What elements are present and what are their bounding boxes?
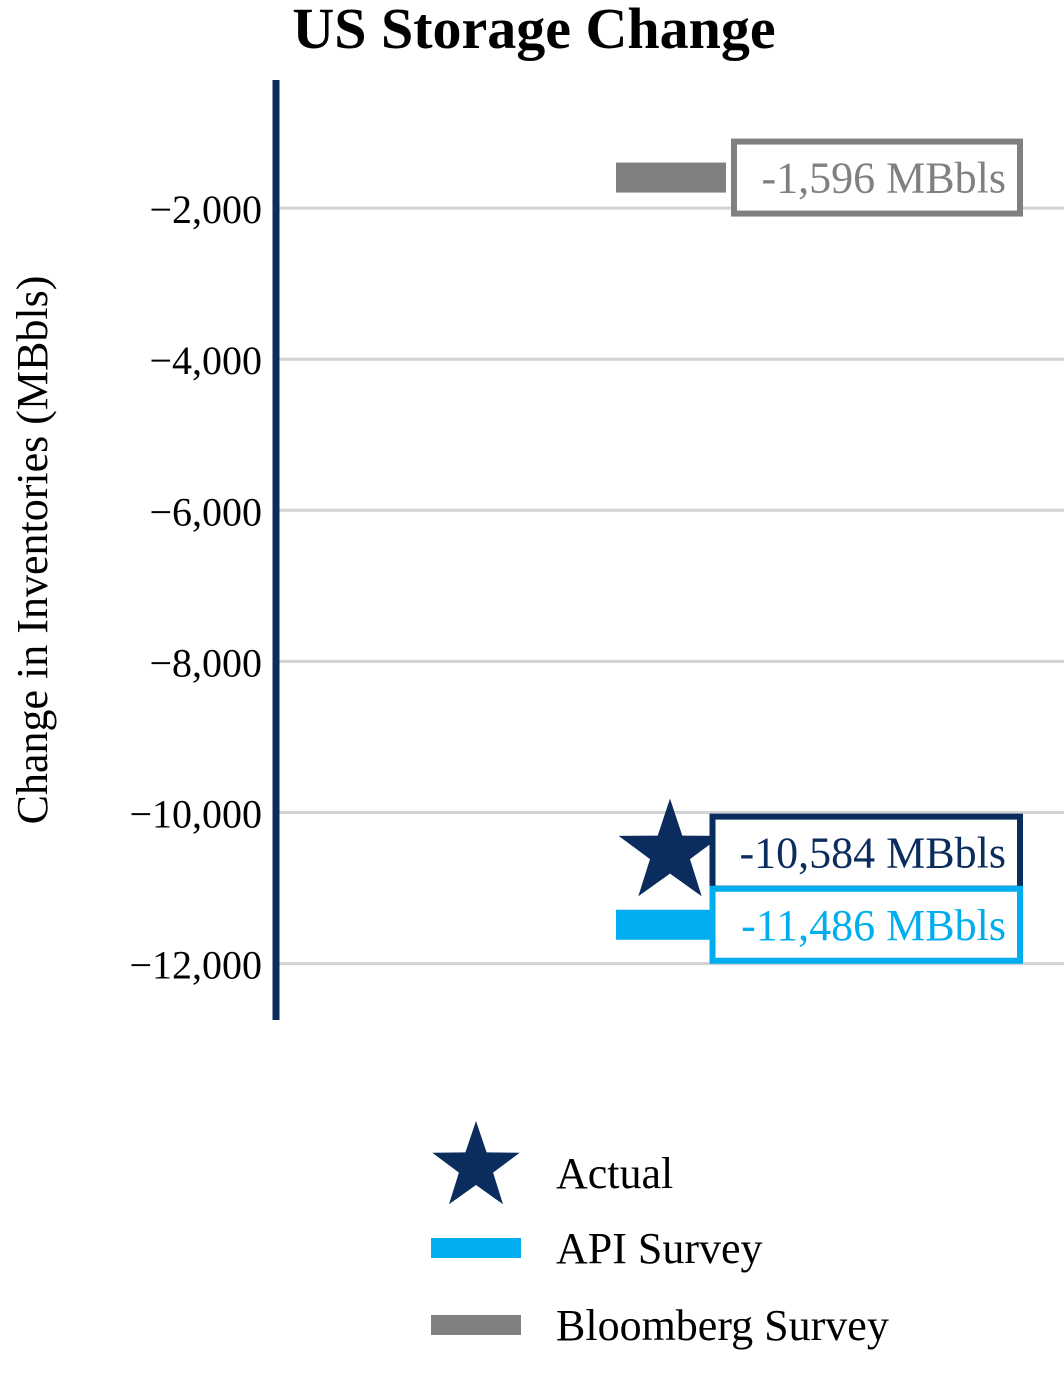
legend-label: Bloomberg Survey [556, 1301, 889, 1350]
y-tick-label: −12,000 [129, 943, 262, 988]
chart-title: US Storage Change [292, 0, 775, 61]
data-label-box [731, 138, 1023, 217]
bar-bloomberg-survey [616, 162, 726, 193]
data-label-text: -10,584 MBbls [740, 829, 1006, 878]
data-label-api-survey: -11,486 MBbls [709, 885, 1023, 964]
data-marks [616, 162, 726, 940]
legend-bar-icon [431, 1238, 521, 1258]
data-label-actual: -10,584 MBbls [709, 813, 1023, 892]
y-tick-label: −2,000 [149, 187, 262, 232]
y-tick-label: −10,000 [129, 792, 262, 837]
data-label-box [709, 885, 1023, 964]
star-marker-actual [618, 798, 722, 897]
legend-item-actual: Actual [432, 1121, 673, 1205]
data-label-text: -1,596 MBbls [762, 154, 1006, 203]
legend-bar-icon [431, 1315, 521, 1335]
legend-item-bloomberg-survey: Bloomberg Survey [431, 1301, 889, 1350]
legend-item-api-survey: API Survey [431, 1224, 763, 1273]
data-label-bloomberg-survey: -1,596 MBbls [731, 138, 1023, 217]
y-axis-label: Change in Inventories (MBbls) [8, 276, 57, 825]
legend-label: Actual [556, 1149, 673, 1198]
y-tick-label: −6,000 [149, 489, 262, 534]
data-label-text: -11,486 MBbls [741, 901, 1006, 950]
legend: Actual API Survey Bloomberg Survey [431, 1121, 889, 1350]
data-labels: -10,584 MBbls -11,486 MBbls -1,596 MBbls [709, 138, 1023, 964]
y-tick-label: −8,000 [149, 640, 262, 685]
bar-api-survey [616, 909, 726, 940]
legend-star-icon [432, 1121, 520, 1205]
legend-label: API Survey [556, 1224, 763, 1273]
y-tick-label: −4,000 [149, 338, 262, 383]
y-tick-labels: −2,000 −4,000 −6,000 −8,000 −10,000 −12,000 [129, 187, 262, 988]
